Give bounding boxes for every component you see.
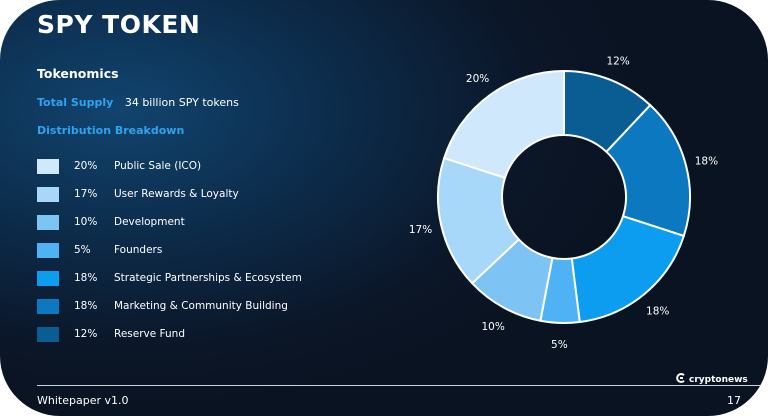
- legend-percent: 20%: [74, 160, 98, 172]
- legend-item: 5% Founders: [37, 241, 357, 269]
- donut-slice: [443, 70, 565, 179]
- slice-value-label: 17%: [409, 224, 432, 236]
- tokenomics-heading: Tokenomics: [37, 66, 119, 81]
- legend-label: Public Sale (ICO): [114, 160, 202, 172]
- legend-percent: 5%: [74, 244, 91, 256]
- legend-item: 18% Strategic Partnerships & Ecosystem: [37, 269, 357, 297]
- distribution-heading: Distribution Breakdown: [37, 124, 185, 137]
- slice-value-label: 12%: [606, 55, 629, 67]
- legend-label: Marketing & Community Building: [114, 300, 288, 312]
- legend-percent: 12%: [74, 328, 98, 340]
- legend-percent: 18%: [74, 300, 98, 312]
- legend-swatch: [37, 327, 59, 342]
- slice-value-label: 10%: [482, 321, 505, 333]
- legend-item: 17% User Rewards & Loyalty: [37, 185, 357, 213]
- legend-item: 10% Development: [37, 213, 357, 241]
- legend-item: 20% Public Sale (ICO): [37, 157, 357, 185]
- chart-legend: 20% Public Sale (ICO) 17% User Rewards &…: [37, 157, 357, 353]
- legend-swatch: [37, 299, 59, 314]
- legend-label: Strategic Partnerships & Ecosystem: [114, 272, 302, 284]
- donut-slice: [605, 104, 691, 237]
- footer-divider: [37, 385, 768, 386]
- legend-percent: 10%: [74, 216, 98, 228]
- legend-label: User Rewards & Loyalty: [114, 188, 239, 200]
- legend-swatch: [37, 187, 59, 202]
- donut-slice: [570, 215, 685, 324]
- total-supply-label: Total Supply: [37, 96, 114, 109]
- legend-label: Development: [114, 216, 185, 228]
- legend-label: Founders: [114, 244, 163, 256]
- legend-percent: 17%: [74, 188, 98, 200]
- total-supply-row: Total Supply 34 billion SPY tokens: [37, 96, 239, 109]
- legend-swatch: [37, 243, 59, 258]
- legend-label: Reserve Fund: [114, 328, 185, 340]
- cryptonews-logo-icon: [676, 373, 685, 383]
- legend-item: 18% Marketing & Community Building: [37, 297, 357, 325]
- slice-value-label: 18%: [646, 305, 669, 317]
- legend-swatch: [37, 215, 59, 230]
- page-number: 17: [727, 394, 741, 407]
- legend-percent: 18%: [74, 272, 98, 284]
- slice-value-label: 20%: [466, 73, 489, 85]
- brand-logo: cryptonews: [676, 373, 748, 385]
- brand-name: cryptonews: [689, 375, 748, 385]
- legend-swatch: [37, 271, 59, 286]
- slide-title: SPY TOKEN: [37, 10, 201, 39]
- legend-item: 12% Reserve Fund: [37, 325, 357, 353]
- slice-value-label: 5%: [551, 339, 568, 351]
- total-supply-value: 34 billion SPY tokens: [124, 96, 239, 109]
- slice-value-label: 18%: [695, 155, 718, 167]
- footer-text: Whitepaper v1.0: [37, 394, 129, 407]
- legend-swatch: [37, 159, 59, 174]
